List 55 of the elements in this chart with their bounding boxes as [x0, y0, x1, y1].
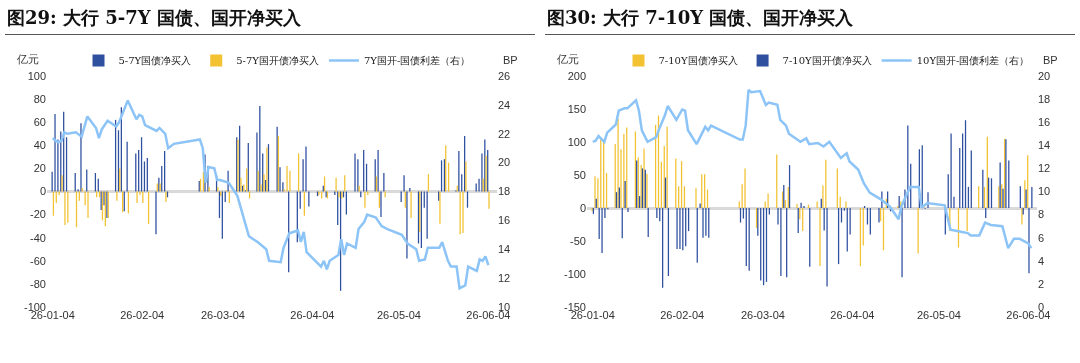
x-tick-label: 26-05-04 [376, 309, 421, 321]
x-tick-label: 26-03-04 [740, 309, 785, 321]
y2-tick-label: 14 [1038, 139, 1051, 152]
legend-label: 7-10Y国开债净买入 [782, 55, 872, 67]
y-tick-label: -40 [30, 231, 46, 244]
legend-label: 5-7Y国开债净买入 [236, 55, 319, 67]
y-tick-label: -60 [30, 254, 46, 267]
legend-label: 10Y国开-国债利差（右） [916, 55, 1030, 67]
chart-title: 图29: 大行 5-7Y 国债、国开净买入 [5, 0, 535, 35]
x-tick-label: 26-02-04 [120, 309, 165, 321]
y-tick-label: 0 [39, 185, 46, 198]
y-tick-label: -20 [30, 208, 46, 221]
y2-tick-label: 2 [1038, 277, 1045, 290]
y-tick-label: 20 [33, 162, 46, 175]
legend-label: 7-10Y国债净买入 [658, 55, 738, 67]
y2-tick-label: 18 [498, 185, 511, 198]
y-tick-label: -100 [563, 267, 586, 280]
y2-tick-label: 10 [1038, 185, 1051, 198]
y-tick-label: 50 [573, 168, 586, 181]
y2-tick-label: 26 [498, 69, 511, 82]
x-tick-label: 26-02-04 [660, 309, 705, 321]
y2-tick-label: 22 [498, 127, 511, 140]
y2-tick-label: 8 [1038, 208, 1045, 221]
y2-tick-label: 12 [1038, 162, 1051, 175]
y-axis-title: 亿元 [556, 53, 579, 66]
y2-axis-title: BP [1043, 54, 1058, 66]
y-tick-label: 100 [567, 135, 586, 148]
y2-tick-label: 16 [498, 214, 511, 227]
chart-title: 图30: 大行 7-10Y 国债、国开净买入 [545, 0, 1075, 35]
x-tick-label: 26-04-04 [830, 309, 875, 321]
y2-axis-title: BP [503, 54, 518, 66]
y2-tick-label: 6 [1038, 231, 1045, 244]
y2-tick-label: 20 [498, 156, 511, 169]
y-tick-label: 100 [27, 69, 46, 82]
y-tick-label: -50 [570, 234, 586, 247]
y2-tick-label: 20 [1038, 69, 1051, 82]
legend-label: 7Y国开-国债利差（右） [363, 55, 471, 67]
y2-tick-label: 14 [498, 243, 511, 256]
y2-tick-label: 24 [498, 98, 511, 111]
x-tick-label: 26-03-04 [200, 309, 245, 321]
x-tick-label: 26-04-04 [290, 309, 335, 321]
y2-tick-label: 12 [498, 271, 511, 284]
legend-label: 5-7Y国债净买入 [118, 55, 192, 67]
y-tick-label: 200 [567, 69, 586, 82]
y-tick-label: -80 [30, 277, 46, 290]
y-tick-label: 150 [567, 102, 586, 115]
y-tick-label: 60 [33, 116, 46, 129]
y-axis-title: 亿元 [16, 53, 39, 66]
y-tick-label: 80 [33, 92, 46, 105]
y-tick-label: 0 [579, 201, 586, 214]
y2-tick-label: 4 [1038, 254, 1045, 267]
x-tick-label: 26-05-04 [916, 309, 961, 321]
y2-tick-label: 16 [1038, 116, 1051, 129]
y-tick-label: 40 [33, 139, 46, 152]
y2-tick-label: 18 [1038, 92, 1051, 105]
